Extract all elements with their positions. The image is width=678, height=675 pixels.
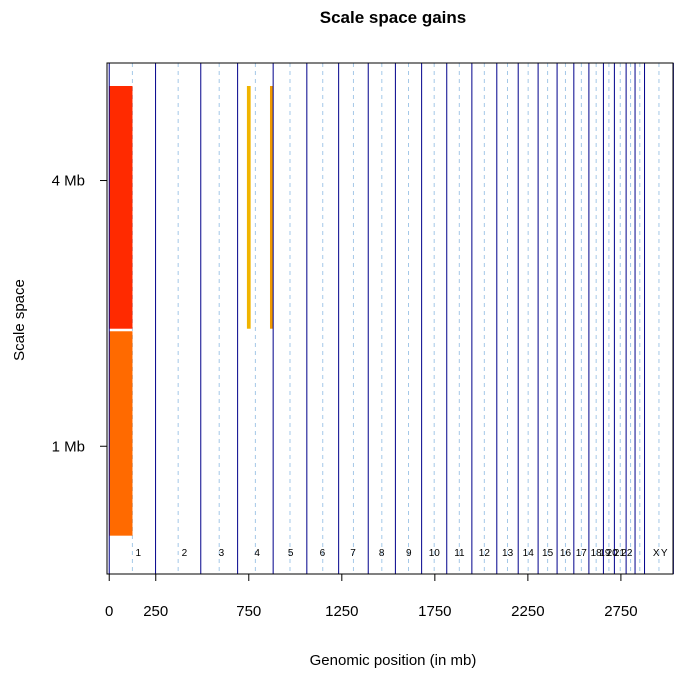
chromosome-label: 12 xyxy=(479,548,491,559)
gain-segment xyxy=(269,85,274,329)
chromosome-label: 3 xyxy=(219,548,225,559)
chromosome-label: 2 xyxy=(182,548,188,559)
chromosome-label: 17 xyxy=(576,548,588,559)
gain-segment xyxy=(109,85,133,329)
x-tick-label: 750 xyxy=(236,603,261,620)
chromosome-label: 1 xyxy=(135,548,141,559)
chromosome-label: 8 xyxy=(379,548,385,559)
chromosome-label: 14 xyxy=(523,548,535,559)
chromosome-label: Y xyxy=(661,548,668,559)
chromosome-label: 7 xyxy=(350,548,356,559)
y-axis: 4 Mb 1 Mb xyxy=(52,173,108,455)
chromosome-label: X xyxy=(653,548,660,559)
chromosome-label: 21 xyxy=(614,548,626,559)
chromosome-label: 4 xyxy=(254,548,260,559)
x-tick-label: 0 xyxy=(105,603,113,620)
chromosome-label: 16 xyxy=(560,548,572,559)
plot-frame xyxy=(106,62,674,575)
chromosome-label: 13 xyxy=(502,548,514,559)
chromosome-label: 9 xyxy=(406,548,412,559)
y-tick-label: 1 Mb xyxy=(52,438,85,455)
chromosome-label: 15 xyxy=(542,548,554,559)
x-tick-label: 1750 xyxy=(418,603,451,620)
x-axis: 0 250 750 1250 1750 2250 2750 xyxy=(105,573,638,620)
gain-segment xyxy=(246,85,251,329)
chromosome-label: 22 xyxy=(621,548,633,559)
gain-segment xyxy=(109,331,133,536)
chromosome-label: 6 xyxy=(320,548,326,559)
x-tick-label: 1250 xyxy=(325,603,358,620)
chromosome-label: 20 xyxy=(607,548,619,559)
chromosome-label: 19 xyxy=(599,548,611,559)
chart-title: Scale space gains xyxy=(320,8,466,27)
y-tick-label: 4 Mb xyxy=(52,173,85,190)
x-tick-label: 2250 xyxy=(511,603,544,620)
chromosome-label: 5 xyxy=(288,548,294,559)
chromosome-label: 18 xyxy=(591,548,603,559)
x-axis-label: Genomic position (in mb) xyxy=(310,652,477,669)
x-tick-label: 250 xyxy=(143,603,168,620)
x-tick-label: 2750 xyxy=(604,603,637,620)
y-axis-label: Scale space xyxy=(11,279,28,361)
chromosome-label: 10 xyxy=(429,548,441,559)
chromosome-label: 11 xyxy=(454,548,465,559)
